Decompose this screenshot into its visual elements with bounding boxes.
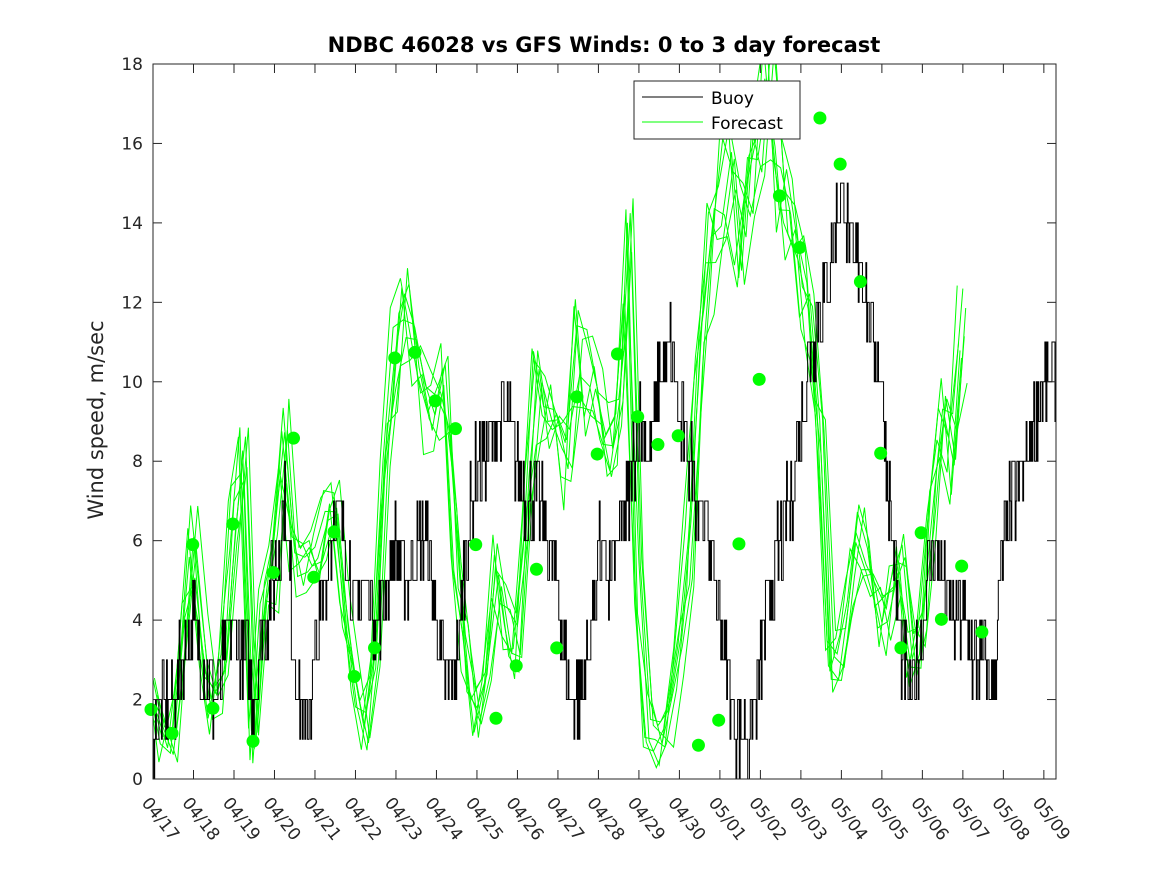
forecast-marker-40 [934, 612, 948, 626]
forecast-marker-34 [813, 111, 827, 125]
forecast-marker-11 [347, 670, 361, 684]
y-tick-label: 4 [132, 611, 143, 631]
forecast-marker-12 [367, 641, 381, 655]
forecast-marker-18 [489, 711, 503, 725]
legend-label-forecast: Forecast [711, 114, 783, 134]
forecast-marker-36 [853, 275, 867, 289]
y-tick-label: 16 [121, 134, 143, 154]
plot-area [144, 64, 1056, 779]
series-group [153, 64, 1056, 779]
forecast-marker-23 [590, 447, 604, 461]
forecast-marker-8 [287, 431, 301, 445]
forecast-marker-35 [833, 157, 847, 171]
forecast-line-7 [155, 64, 967, 744]
forecast-marker-15 [428, 394, 442, 408]
forecast-marker-38 [894, 641, 908, 655]
forecast-marker-10 [327, 525, 341, 539]
forecast-marker-17 [469, 538, 483, 552]
forecast-marker-24 [610, 347, 624, 361]
forecast-marker-20 [529, 562, 543, 576]
forecast-marker-33 [793, 241, 807, 255]
forecast-marker-9 [307, 570, 321, 584]
forecast-marker-39 [914, 526, 928, 540]
y-tick-label: 18 [121, 55, 143, 75]
forecast-marker-6 [246, 734, 260, 748]
y-tick-label: 8 [132, 452, 143, 472]
legend: Buoy Forecast [633, 80, 801, 140]
forecast-marker-7 [266, 565, 280, 579]
y-tick-label: 14 [121, 214, 143, 234]
forecast-marker-28 [691, 738, 705, 752]
y-tick-label: 6 [132, 532, 143, 552]
legend-label-buoy: Buoy [711, 89, 754, 109]
forecast-marker-26 [651, 438, 665, 452]
forecast-marker-31 [752, 372, 766, 386]
forecast-marker-32 [772, 189, 786, 203]
y-tick-label: 10 [121, 373, 143, 393]
y-tick-label: 12 [121, 293, 143, 313]
forecast-marker-2 [165, 726, 179, 740]
forecast-marker-19 [509, 659, 523, 673]
forecast-marker-25 [631, 410, 645, 424]
forecast-marker-3 [186, 538, 200, 552]
forecast-line-8 [156, 64, 968, 763]
buoy-line [153, 182, 1056, 779]
forecast-marker-41 [955, 559, 969, 573]
y-tick-label: 2 [132, 691, 143, 711]
forecast-marker-37 [874, 446, 888, 460]
forecast-marker-42 [975, 625, 989, 639]
legend-box [633, 80, 801, 140]
forecast-marker-1 [144, 702, 158, 716]
y-tick-label: 0 [132, 770, 143, 790]
forecast-marker-4 [206, 701, 220, 715]
forecast-marker-27 [671, 429, 685, 443]
forecast-marker-29 [712, 713, 726, 727]
y-axis-label: Wind speed, m/sec [84, 320, 108, 519]
forecast-marker-16 [448, 422, 462, 436]
forecast-line-6 [153, 64, 965, 751]
chart-title: NDBC 46028 vs GFS Winds: 0 to 3 day fore… [328, 33, 881, 57]
forecast-line-1 [153, 78, 958, 752]
forecast-marker-5 [226, 517, 240, 531]
forecast-marker-13 [388, 351, 402, 365]
forecast-marker-21 [550, 641, 564, 655]
forecast-marker-30 [732, 537, 746, 551]
forecast-marker-22 [570, 390, 584, 404]
forecast-marker-14 [408, 345, 422, 359]
axes-box [152, 63, 1057, 780]
